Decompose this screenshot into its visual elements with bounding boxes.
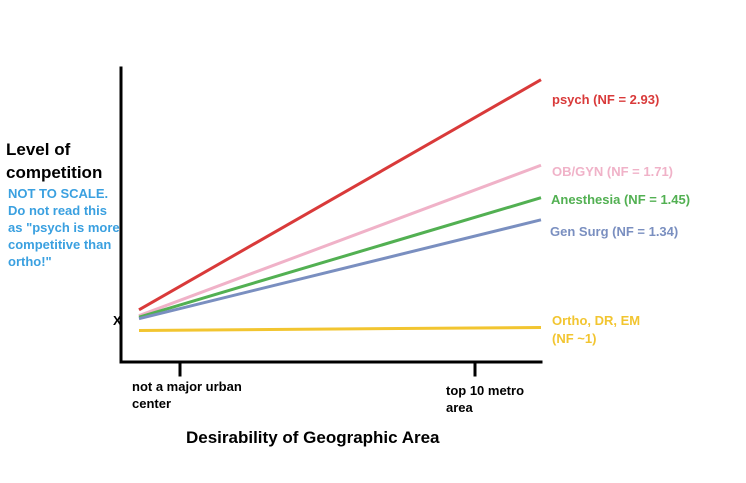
series-label-gen-surg: Gen Surg (NF = 1.34) bbox=[550, 224, 679, 239]
series-lines bbox=[138, 78, 542, 332]
series-label-psych: psych (NF = 2.93) bbox=[552, 92, 660, 107]
origin-mark: X bbox=[113, 313, 122, 328]
x-axis-label: Desirability of Geographic Area bbox=[186, 428, 440, 447]
y-axis-label-text: Level of competition bbox=[6, 140, 103, 182]
series-line-3 bbox=[138, 218, 542, 321]
series-line-4 bbox=[138, 326, 542, 332]
axes bbox=[119, 66, 543, 377]
series-line-2 bbox=[138, 196, 542, 319]
x-tick-label-not-major-urban: not a major urban center bbox=[132, 379, 242, 411]
series-line-1 bbox=[138, 163, 542, 318]
x-tick-label-top-10-metro: top 10 metro area bbox=[446, 383, 525, 415]
scale-note: NOT TO SCALE. Do not read this as "psych… bbox=[8, 186, 120, 269]
series-label-obgyn: OB/GYN (NF = 1.71) bbox=[552, 164, 673, 179]
series-label-anesthesia: Anesthesia (NF = 1.45) bbox=[551, 192, 691, 207]
series-label-ortho-dr-em: Ortho, DR, EM (NF ~1) bbox=[552, 313, 641, 346]
y-axis-label: Level of competition bbox=[6, 138, 118, 184]
series-line-0 bbox=[138, 78, 542, 312]
